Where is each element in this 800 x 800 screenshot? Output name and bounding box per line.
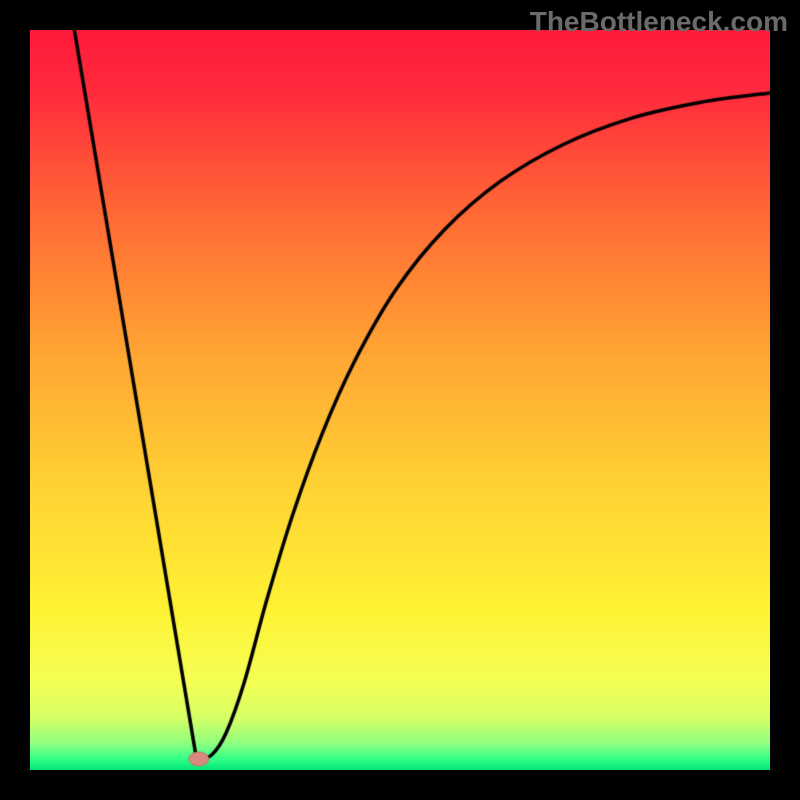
chart-frame: TheBottleneck.com: [0, 0, 800, 800]
chart-canvas: [30, 30, 770, 770]
watermark-label: TheBottleneck.com: [530, 6, 788, 38]
plot-area: [30, 30, 770, 770]
